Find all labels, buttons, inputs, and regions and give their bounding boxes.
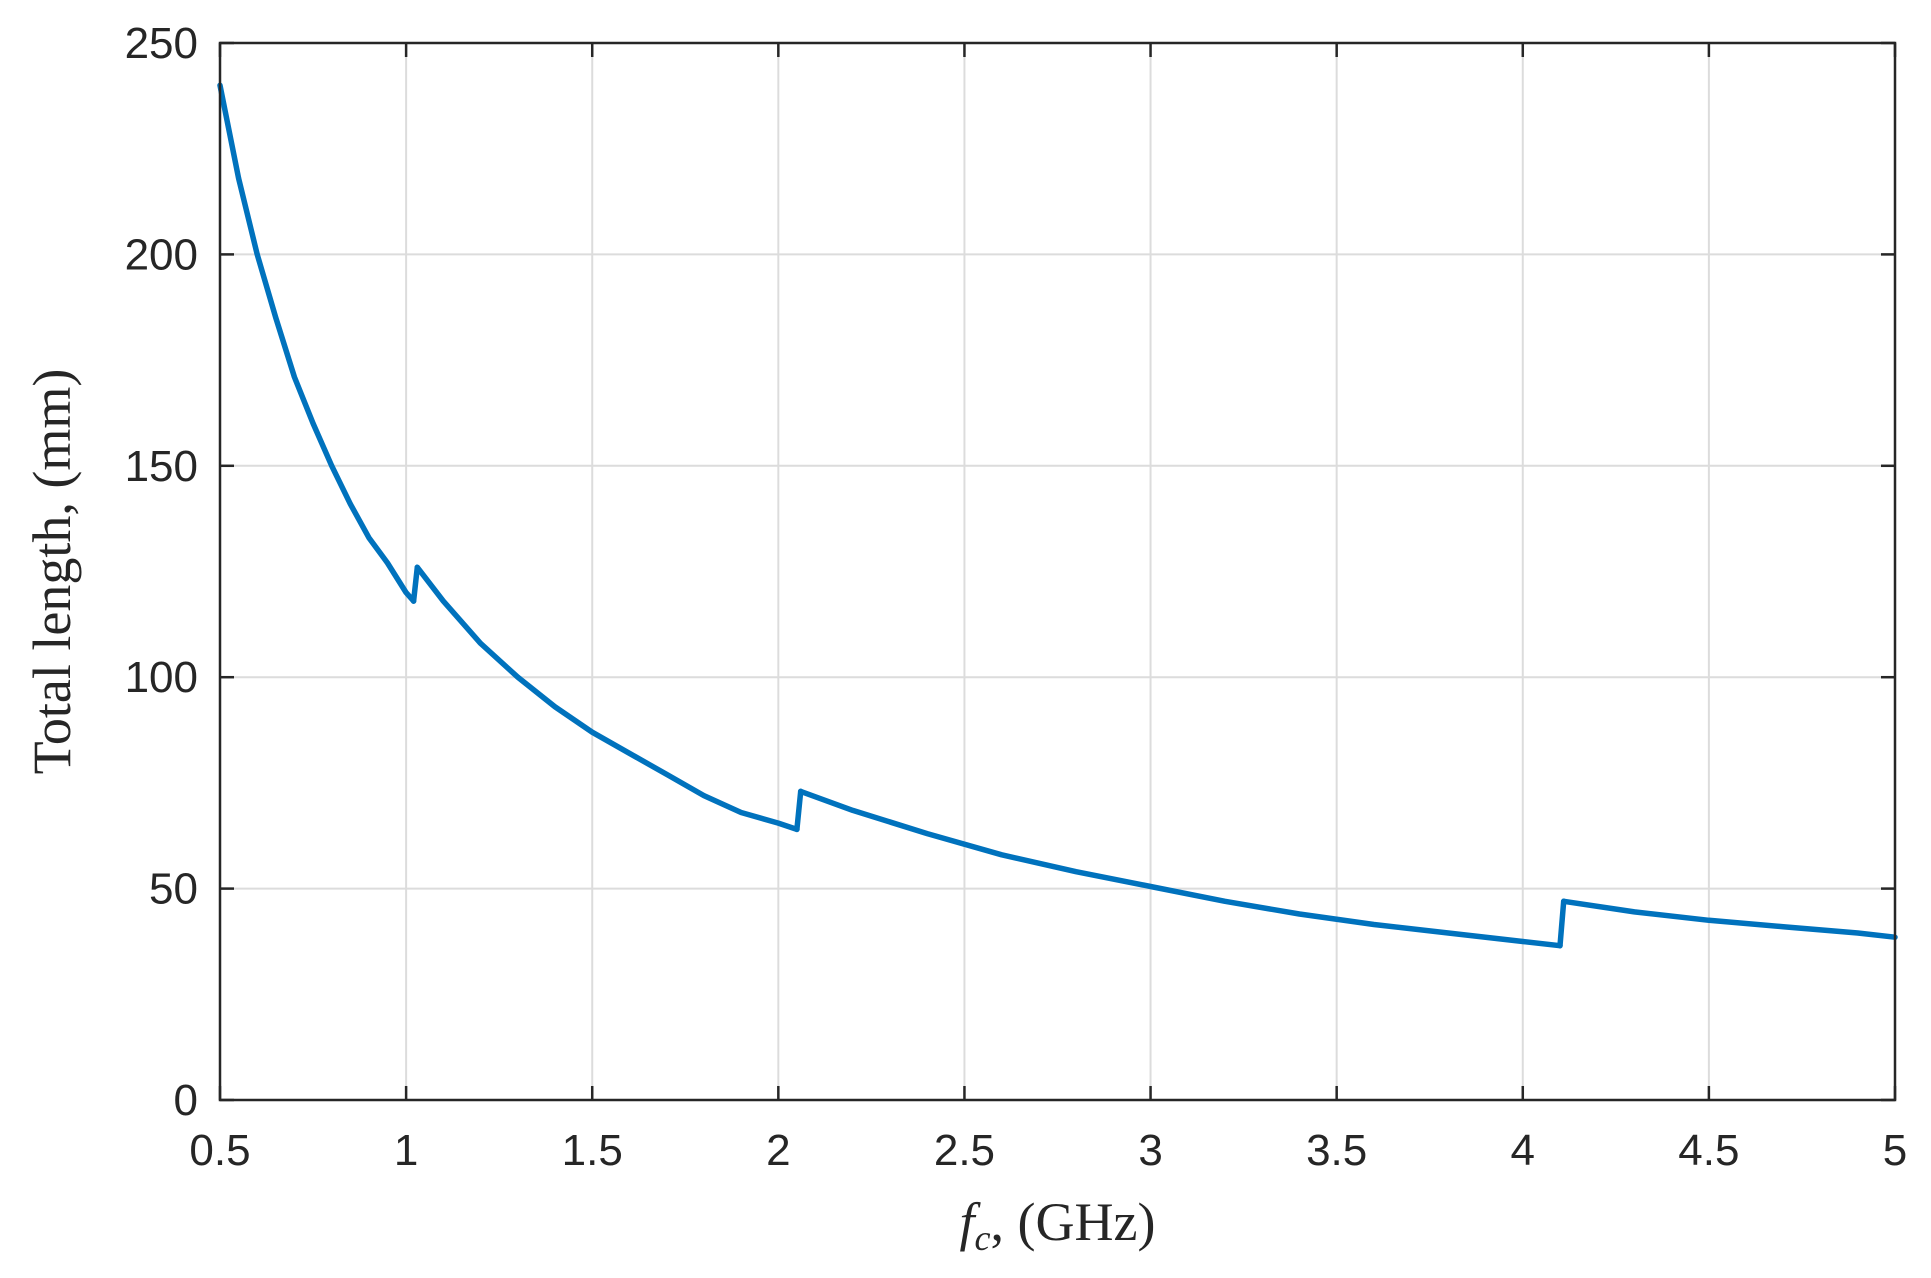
x-tick-label: 3 [1138,1126,1162,1175]
x-tick-label: 1.5 [562,1126,623,1175]
grid-lines [219,42,1896,1101]
x-tick-label: 4 [1511,1126,1535,1175]
series-line-segment [414,564,800,833]
series-line-segment [794,788,804,833]
series-line-segment [1560,898,1898,940]
series-line-segment [797,788,1563,949]
series-line-segment [1557,898,1567,949]
x-tick-label: 0.5 [189,1126,250,1175]
x-axis-label: fc, (GHz) [960,1192,1156,1258]
y-tick-label: 0 [174,1076,198,1125]
y-axis-label: Total length, (mm) [22,369,82,775]
x-tick-label: 2.5 [934,1126,995,1175]
x-axis-label-units: , (GHz) [991,1192,1156,1252]
series-line-segment [217,82,417,604]
y-tick-label: 50 [149,865,198,914]
x-tick-labels: 0.5 1 1.5 2 2.5 3 3.5 4 4.5 5 [189,1126,1907,1175]
y-tick-labels: 0 50 100 150 200 250 [125,19,198,1125]
series-line-segment [410,564,421,604]
series-layer [217,82,1898,949]
x-tick-label: 1 [394,1126,418,1175]
y-tick-label: 200 [125,230,198,279]
y-tick-label: 100 [125,653,198,702]
y-tick-label: 250 [125,19,198,68]
y-tick-label: 150 [125,442,198,491]
x-tick-label: 3.5 [1306,1126,1367,1175]
x-tick-label: 5 [1883,1126,1907,1175]
x-tick-label: 4.5 [1678,1126,1739,1175]
x-axis-label-subscript: c [975,1218,991,1258]
axis-ticks [218,41,1897,1102]
x-tick-label: 2 [766,1126,790,1175]
axes-box [218,41,1897,1102]
